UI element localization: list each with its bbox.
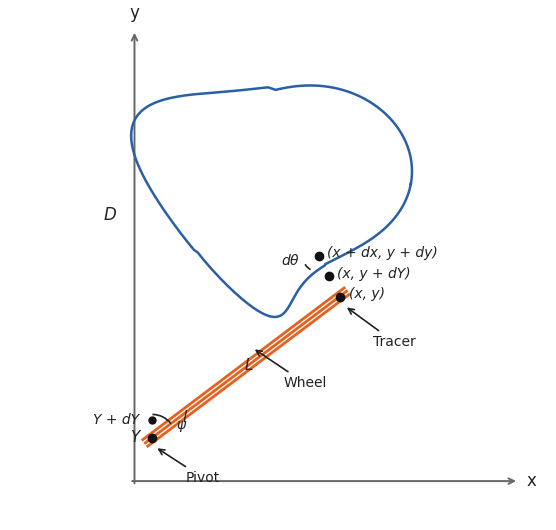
Text: l: l bbox=[182, 410, 186, 425]
Text: D: D bbox=[104, 206, 116, 224]
Text: Tracer: Tracer bbox=[349, 308, 415, 349]
Text: $\psi$: $\psi$ bbox=[176, 419, 188, 434]
Text: L: L bbox=[245, 358, 253, 373]
Text: $d\theta$: $d\theta$ bbox=[281, 253, 300, 268]
Text: Pivot: Pivot bbox=[159, 449, 220, 485]
Text: Y: Y bbox=[130, 430, 140, 445]
Text: Y + dY: Y + dY bbox=[93, 412, 140, 427]
Text: x: x bbox=[527, 472, 537, 490]
Text: (x + dx, y + dy): (x + dx, y + dy) bbox=[327, 246, 438, 260]
Text: y: y bbox=[130, 4, 140, 22]
Text: (x, y): (x, y) bbox=[349, 287, 385, 301]
Text: (x, y + dY): (x, y + dY) bbox=[337, 267, 410, 280]
Text: Wheel: Wheel bbox=[256, 350, 326, 390]
